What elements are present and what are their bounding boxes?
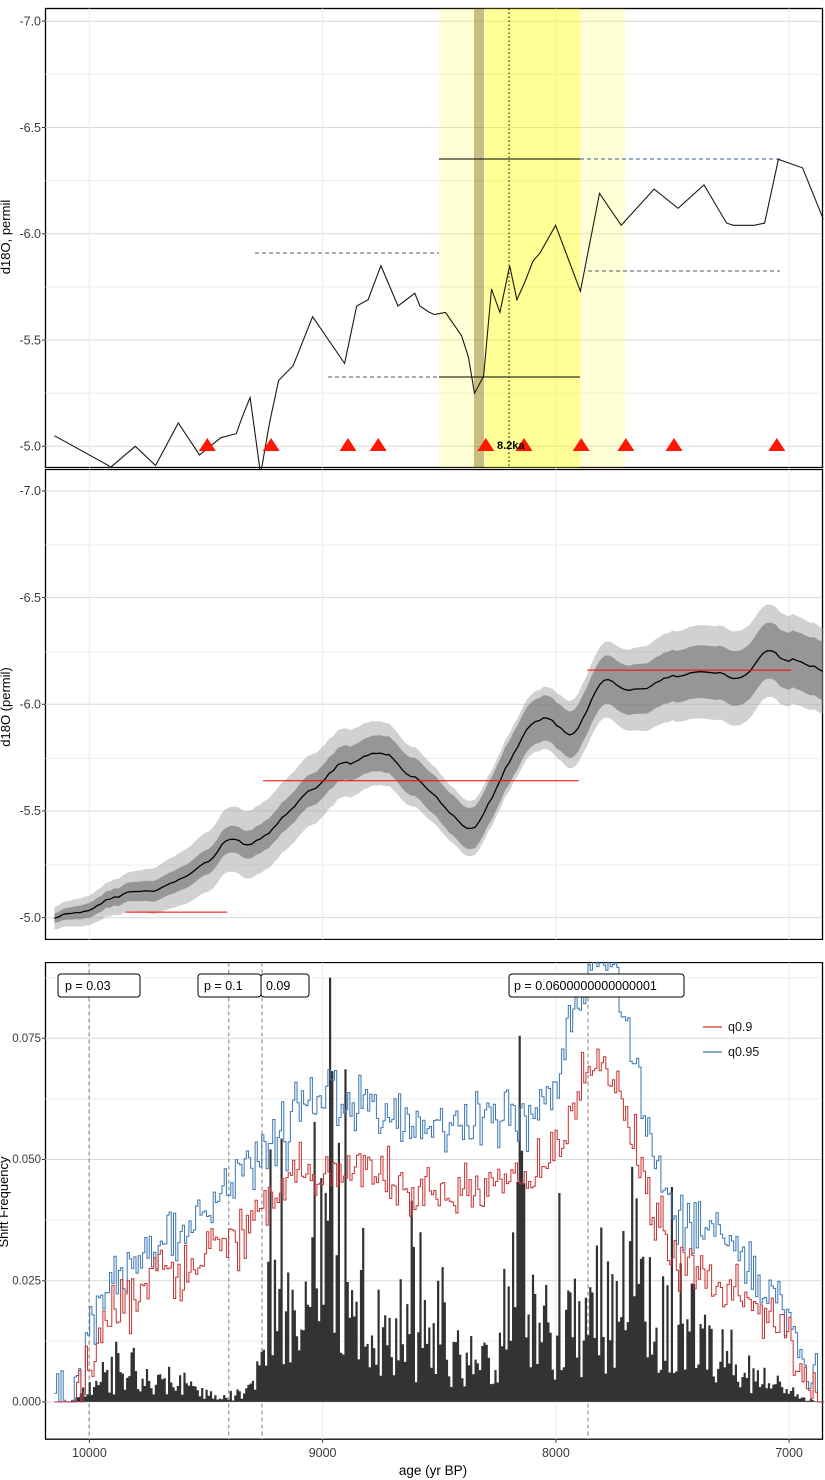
svg-text:-6.5: -6.5 xyxy=(19,121,41,135)
svg-text:Shift Frequency: Shift Frequency xyxy=(0,1156,11,1248)
svg-text:7000: 7000 xyxy=(775,1446,803,1460)
svg-text:d18O, permil: d18O, permil xyxy=(0,200,13,275)
svg-text:q0.95: q0.95 xyxy=(728,1045,759,1059)
svg-text:0.025: 0.025 xyxy=(12,1275,41,1287)
svg-text:-5.0: -5.0 xyxy=(19,440,41,454)
svg-text:8.2ka: 8.2ka xyxy=(497,440,525,452)
svg-text:0.09: 0.09 xyxy=(266,979,290,993)
svg-text:d18O (permil): d18O (permil) xyxy=(0,667,13,746)
svg-text:-6.5: -6.5 xyxy=(19,591,41,605)
svg-text:9000: 9000 xyxy=(309,1446,337,1460)
svg-text:0.050: 0.050 xyxy=(12,1154,41,1166)
svg-text:p = 0.1: p = 0.1 xyxy=(204,979,243,993)
svg-text:age (yr BP): age (yr BP) xyxy=(399,1463,467,1478)
svg-text:10000: 10000 xyxy=(72,1446,107,1460)
svg-text:p = 0.03: p = 0.03 xyxy=(65,979,111,993)
svg-text:0.075: 0.075 xyxy=(12,1033,41,1045)
svg-text:-5.5: -5.5 xyxy=(19,804,41,818)
svg-text:q0.9: q0.9 xyxy=(728,1020,752,1034)
svg-text:0.000: 0.000 xyxy=(12,1397,41,1409)
svg-text:-5.5: -5.5 xyxy=(19,333,41,347)
svg-text:-6.0: -6.0 xyxy=(19,698,41,712)
svg-text:-6.0: -6.0 xyxy=(19,227,41,241)
svg-text:-7.0: -7.0 xyxy=(19,484,41,498)
svg-text:-5.0: -5.0 xyxy=(19,911,41,925)
svg-text:8000: 8000 xyxy=(542,1446,570,1460)
svg-text:p = 0.0600000000000001: p = 0.0600000000000001 xyxy=(514,979,657,993)
svg-text:-7.0: -7.0 xyxy=(19,15,41,29)
